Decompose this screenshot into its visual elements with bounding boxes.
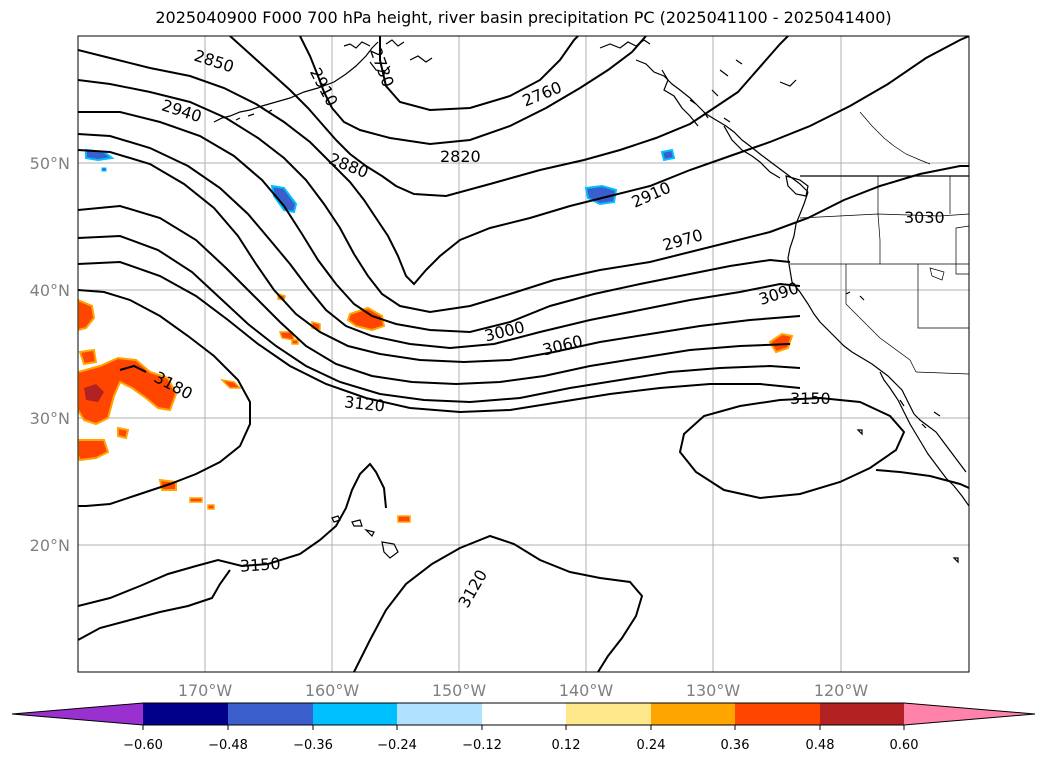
lat-tick-label: 40°N (30, 281, 70, 300)
colorbar-segment (397, 703, 482, 725)
map-area (78, 36, 969, 672)
colorbar-segment (820, 703, 904, 725)
colorbar-segment (313, 703, 397, 725)
colorbar-segment (651, 703, 735, 725)
precip-negative-areas (85, 148, 676, 214)
colorbar-segment (228, 703, 313, 725)
lon-tick-label: 170°W (178, 681, 233, 700)
lon-tick-label: 130°W (686, 681, 741, 700)
colorbar-tick-label: 0.24 (637, 738, 666, 753)
colorbar: −0.60 −0.48 −0.36 −0.24 −0.12 0.12 0.24 … (11, 702, 1036, 753)
lat-tick-label: 30°N (30, 409, 70, 428)
lat-tick-label: 20°N (30, 536, 70, 555)
gridlines (78, 36, 969, 672)
contour-label: 3120 (343, 392, 385, 415)
coastlines (213, 39, 969, 564)
map-frame (77, 35, 970, 673)
colorbar-tick-label: −0.12 (462, 738, 502, 753)
colorbar-tick-label: 0.60 (890, 738, 919, 753)
contour-label: 2820 (440, 147, 481, 166)
colorbar-tick-marks (142, 725, 905, 730)
colorbar-extend-min (12, 703, 143, 725)
colorbar-tick-label: 0.48 (806, 738, 835, 753)
lat-tick-label: 50°N (30, 154, 70, 173)
colorbar-segment (566, 703, 651, 725)
contour-label: 3150 (239, 554, 281, 576)
political-borders (790, 111, 969, 375)
precip-positive-areas (78, 293, 794, 523)
colorbar-tick-label: 0.12 (552, 738, 581, 753)
lon-tick-label: 150°W (432, 681, 487, 700)
contour-label: 3150 (790, 389, 831, 408)
lon-tick-label: 120°W (814, 681, 869, 700)
colorbar-segment (143, 703, 228, 725)
colorbar-tick-labels: −0.60 −0.48 −0.36 −0.24 −0.12 0.12 0.24 … (123, 738, 918, 753)
colorbar-tick-label: −0.36 (293, 738, 333, 753)
colorbar-segment (735, 703, 820, 725)
height-contours (78, 36, 969, 672)
colorbar-segment (482, 703, 566, 725)
contour-label: 3030 (904, 208, 945, 227)
colorbar-tick-label: −0.60 (123, 738, 163, 753)
colorbar-tick-label: 0.36 (721, 738, 750, 753)
colorbar-tick-label: −0.48 (208, 738, 248, 753)
lon-tick-labels: 170°W 160°W 150°W 140°W 130°W 120°W (178, 681, 869, 700)
lon-tick-label: 140°W (559, 681, 614, 700)
lon-tick-label: 160°W (305, 681, 360, 700)
lat-tick-labels: 50°N 40°N 30°N 20°N (30, 154, 70, 555)
colorbar-tick-label: −0.24 (377, 738, 417, 753)
colorbar-extend-max (904, 703, 1035, 725)
figure-title: 2025040900 F000 700 hPa height, river ba… (155, 8, 892, 27)
